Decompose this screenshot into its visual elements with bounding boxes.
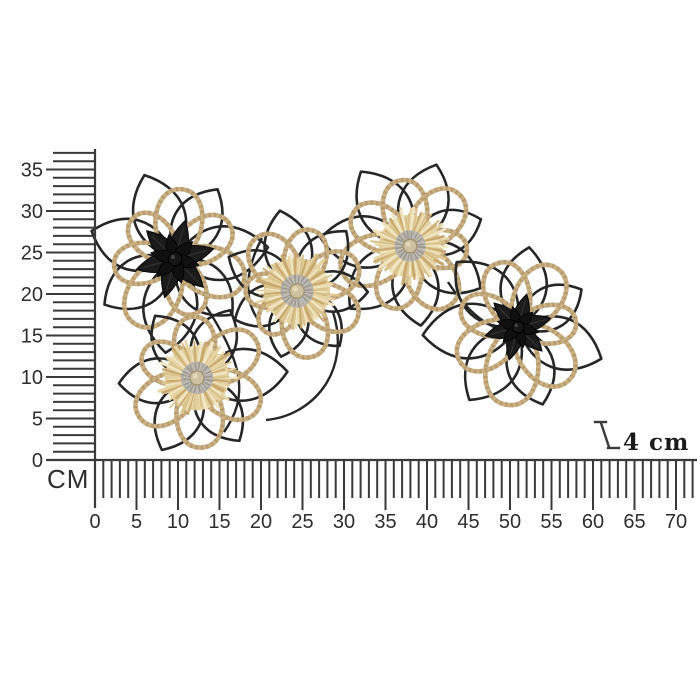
black-star-center bbox=[135, 219, 215, 299]
h-ruler-tick-label: 50 bbox=[499, 511, 521, 533]
h-ruler-tick-label: 55 bbox=[540, 511, 562, 533]
v-ruler-tick-label: 10 bbox=[21, 367, 43, 389]
v-ruler-tick-label: 15 bbox=[21, 326, 43, 348]
flower bbox=[421, 246, 603, 408]
v-ruler-tick-label: 0 bbox=[32, 450, 43, 472]
h-ruler-tick-label: 5 bbox=[131, 511, 142, 533]
rope-twist-texture bbox=[483, 322, 541, 408]
flower bbox=[90, 173, 270, 355]
rope-twist-texture bbox=[405, 227, 470, 271]
black-star-center bbox=[484, 293, 552, 361]
rope-twist-texture bbox=[174, 373, 226, 450]
center-button bbox=[189, 370, 205, 386]
v-ruler-tick-label: 35 bbox=[21, 160, 43, 182]
h-ruler-tick-label: 45 bbox=[457, 511, 479, 533]
v-ruler-tick-label: 5 bbox=[32, 409, 43, 431]
depth-angle-stroke bbox=[599, 421, 611, 449]
center-button bbox=[402, 238, 418, 254]
button-highlight bbox=[405, 241, 411, 247]
rope-twist-texture bbox=[133, 369, 202, 429]
unit-label: CM bbox=[47, 464, 89, 494]
center-knob bbox=[511, 320, 525, 334]
depth-label: 4 cm bbox=[623, 429, 689, 456]
rope-twist-texture bbox=[513, 302, 579, 347]
flower bbox=[117, 308, 289, 452]
knob-highlight bbox=[171, 255, 175, 259]
rope-twist-texture bbox=[511, 321, 578, 389]
v-ruler-tick-label: 30 bbox=[21, 201, 43, 223]
flower bbox=[227, 209, 370, 360]
h-ruler-tick-label: 65 bbox=[623, 511, 645, 533]
raffia-center bbox=[255, 252, 340, 331]
depth-angle-icon bbox=[593, 420, 621, 450]
flower bbox=[319, 163, 483, 327]
center-button bbox=[289, 283, 305, 299]
button-highlight bbox=[292, 286, 298, 292]
vertical-ruler: 0 5 10 15 20 25 30 35 bbox=[21, 148, 97, 508]
rope-twist-texture bbox=[192, 327, 262, 387]
horizontal-ruler: 0 5 10 15 20 25 30 35 40 45 50 55 60 65 70 bbox=[46, 458, 697, 533]
depth-annotation: 4 cm bbox=[593, 420, 689, 456]
h-ruler-tick-label: 35 bbox=[374, 511, 396, 533]
h-ruler-tick-label: 0 bbox=[89, 511, 100, 533]
rope-twist-texture bbox=[170, 212, 235, 268]
rope-twist-texture bbox=[509, 262, 569, 332]
h-ruler-tick-label: 10 bbox=[167, 511, 189, 533]
h-ruler-tick-label: 40 bbox=[416, 511, 438, 533]
h-ruler-tick-label: 30 bbox=[333, 511, 355, 533]
h-ruler-tick-label: 20 bbox=[250, 511, 272, 533]
raffia-center bbox=[157, 339, 239, 415]
rope-twist-texture bbox=[111, 240, 180, 287]
h-ruler-tick-label: 70 bbox=[665, 511, 687, 533]
button-highlight bbox=[192, 373, 198, 379]
v-ruler-tick-label: 20 bbox=[21, 284, 43, 306]
v-ruler-tick-label: 25 bbox=[21, 243, 43, 265]
flower-wall-decor-illustration bbox=[90, 163, 603, 452]
rope-twist-texture bbox=[171, 314, 218, 383]
center-knob bbox=[167, 251, 183, 267]
rope-twist-texture bbox=[454, 317, 523, 374]
rope-twist-texture bbox=[480, 259, 533, 332]
rope-twist-texture bbox=[153, 186, 205, 264]
h-ruler-tick-label: 60 bbox=[582, 511, 604, 533]
knob-highlight bbox=[514, 323, 518, 327]
h-ruler-tick-label: 15 bbox=[208, 511, 230, 533]
h-ruler-tick-label: 25 bbox=[291, 511, 313, 533]
raffia-center bbox=[370, 206, 450, 286]
